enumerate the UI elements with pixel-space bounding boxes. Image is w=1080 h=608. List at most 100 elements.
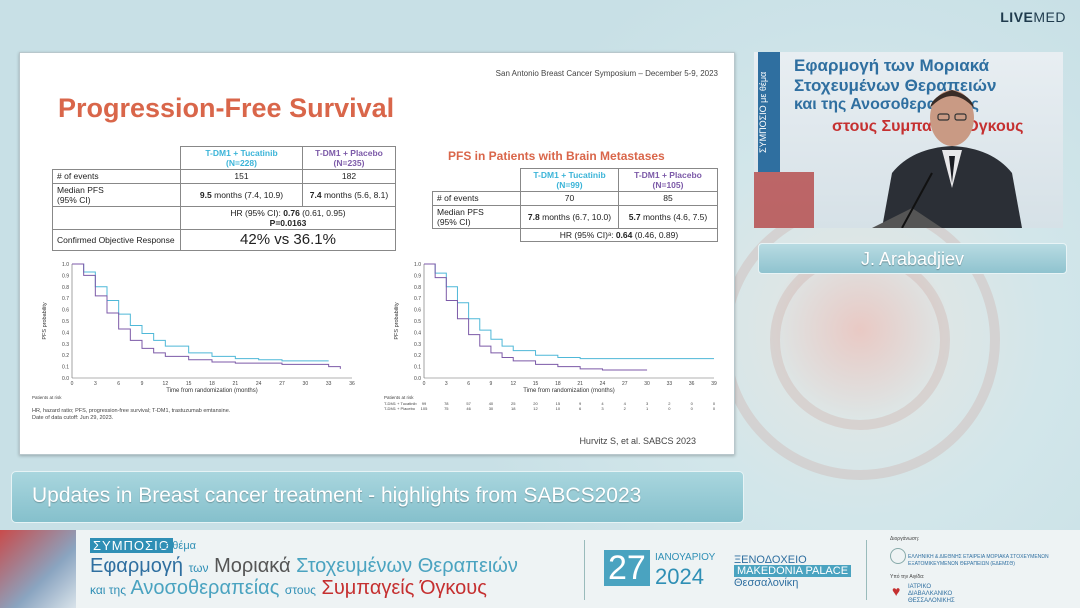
risk-count: 2 [624, 406, 627, 411]
y-tick-label: 0.2 [62, 353, 69, 359]
risk-table-label: Patients at risk [32, 395, 62, 400]
decorative-ring [720, 200, 1000, 480]
x-tick-label: 6 [467, 381, 470, 387]
risk-count: 30 [489, 406, 494, 411]
x-tick-label: 24 [256, 381, 262, 387]
y-tick-label: 0.7 [414, 296, 421, 302]
risk-count: 18 [511, 406, 516, 411]
brain-mets-subtitle: PFS in Patients with Brain Metastases [448, 149, 665, 163]
risk-count: 6 [579, 406, 582, 411]
x-tick-label: 15 [186, 381, 192, 387]
talk-title: Updates in Breast cancer treatment - hig… [11, 471, 744, 523]
y-tick-label: 1.0 [414, 262, 421, 268]
y-axis-label: PFS probability [394, 302, 400, 340]
risk-count: 57 [466, 401, 471, 406]
y-tick-label: 0.0 [414, 376, 421, 382]
conference-header: San Antonio Breast Cancer Symposium – De… [495, 69, 718, 78]
y-tick-label: 0.3 [414, 342, 421, 348]
risk-count: 12 [533, 406, 538, 411]
x-tick-label: 30 [303, 381, 309, 387]
y-tick-label: 0.8 [62, 285, 69, 291]
auspices-name: ΙΑΤΡΙΚΟ ΔΙΑΒΑΛΚΑΝΙΚΟ ΘΕΣΣΑΛΟΝΙΚΗΣ [908, 584, 955, 605]
x-tick-label: 18 [209, 381, 215, 387]
x-tick-label: 9 [141, 381, 144, 387]
footer-logo-graphic [0, 530, 76, 608]
y-axis-label: PFS probability [42, 302, 48, 340]
risk-count: 15 [556, 401, 561, 406]
y-tick-label: 1.0 [62, 262, 69, 268]
km-series-line [72, 263, 341, 369]
x-tick-label: 9 [490, 381, 493, 387]
slide-title: Progression-Free Survival [58, 93, 395, 123]
organizer-name: ΕΛΛΗΝΙΚΗ & ΔΙΕΘΝΗΣ ΕΤΑΙΡΕΙΑ ΜΟΡΙΑΚΑ ΣΤΟΧ… [908, 554, 1049, 567]
risk-count: 25 [511, 401, 516, 406]
risk-count: 20 [533, 401, 538, 406]
footnote-cutoff: Date of data cutoff: Jun 29, 2023. [32, 415, 114, 421]
heart-logo-icon: ♥ [892, 583, 901, 599]
divider [584, 540, 585, 600]
banner-line-4: στους Συμπαγείς Όγκους [832, 118, 1024, 135]
event-year: 2024 [655, 564, 704, 589]
pfs-table-overall: T-DM1 + Tucatinib (N=228) T-DM1 + Placebo… [52, 145, 396, 252]
y-tick-label: 0.0 [62, 376, 69, 382]
x-tick-label: 24 [600, 381, 606, 387]
risk-count: 1 [646, 406, 649, 411]
x-axis-label: Time from randomization (months) [166, 388, 257, 394]
risk-table-label: Patients at risk [384, 395, 414, 400]
y-tick-label: 0.2 [414, 353, 421, 359]
risk-count: 46 [466, 406, 471, 411]
banner-side-label: ΣΥΜΠΟΣΙΟ με θέμα [758, 52, 780, 172]
x-tick-label: 27 [279, 381, 285, 387]
y-tick-label: 0.8 [414, 285, 421, 291]
risk-count: 0 [713, 406, 716, 411]
event-month: ΙΑΝΟΥΑΡΙΟΥ [655, 552, 716, 563]
x-tick-label: 15 [533, 381, 539, 387]
x-tick-label: 6 [117, 381, 120, 387]
risk-count: 3 [646, 401, 649, 406]
x-tick-label: 18 [555, 381, 561, 387]
x-tick-label: 0 [423, 381, 426, 387]
y-tick-label: 0.1 [62, 365, 69, 371]
pfs-table-brain-mets: T-DM1 + Tucatinib (N=99) T-DM1 + Placebo(… [432, 167, 718, 243]
y-tick-label: 0.7 [62, 296, 69, 302]
x-tick-label: 36 [349, 381, 355, 387]
x-tick-label: 0 [71, 381, 74, 387]
risk-row-label: T-DM1 + Placebo [384, 406, 416, 411]
x-tick-label: 39 [711, 381, 717, 387]
x-tick-label: 3 [445, 381, 448, 387]
km-series-line [72, 263, 329, 362]
km-series-line [424, 263, 648, 371]
speaker-video: ΣΥΜΠΟΣΙΟ με θέμα Εφαρμογή των Μοριακά Στ… [754, 52, 1063, 228]
x-tick-label: 30 [644, 381, 650, 387]
risk-count: 105 [421, 406, 428, 411]
risk-row-label: T-DM1 + Tucatinib [384, 401, 417, 406]
footnote-abbreviations: HR, hazard ratio; PFS, progression-free … [32, 408, 231, 414]
divider [866, 540, 867, 600]
risk-count: 0 [713, 401, 716, 406]
risk-count: 40 [489, 401, 494, 406]
footer-symposium-label: ΣΥΜΠΟΣΙΟ [90, 538, 173, 553]
risk-count: 3 [601, 406, 604, 411]
risk-count: 0 [691, 401, 694, 406]
livemed-logo: LIVEMED [1000, 9, 1066, 25]
risk-count: 78 [444, 401, 449, 406]
y-tick-label: 0.9 [62, 273, 69, 279]
speaker-name: J. Arabadjiev [758, 243, 1067, 274]
y-tick-label: 0.4 [414, 330, 421, 336]
y-tick-label: 0.5 [414, 319, 421, 325]
x-tick-label: 21 [233, 381, 239, 387]
y-tick-label: 0.6 [62, 308, 69, 314]
banner-line-1: Εφαρμογή των Μοριακά [794, 56, 990, 75]
event-footer: ΣΥΜΠΟΣΙΟ με θέμα Εφαρμογή των Μοριακά Στ… [0, 530, 1080, 608]
event-day: 27 [604, 550, 650, 586]
presentation-slide: San Antonio Breast Cancer Symposium – De… [19, 52, 735, 455]
footer-title-line-2: και της Ανοσοθεραπείας στους Συμπαγείς Ό… [90, 577, 487, 599]
y-tick-label: 0.4 [62, 330, 69, 336]
y-tick-label: 0.5 [62, 319, 69, 325]
banner-line-2: Στοχευμένων Θεραπειών [794, 76, 997, 95]
citation: Hurvitz S, et al. SABCS 2023 [579, 436, 696, 446]
x-tick-label: 27 [622, 381, 628, 387]
y-tick-label: 0.9 [414, 273, 421, 279]
x-tick-label: 36 [689, 381, 695, 387]
event-venue: MAKEDONIA PALACE [734, 565, 852, 577]
